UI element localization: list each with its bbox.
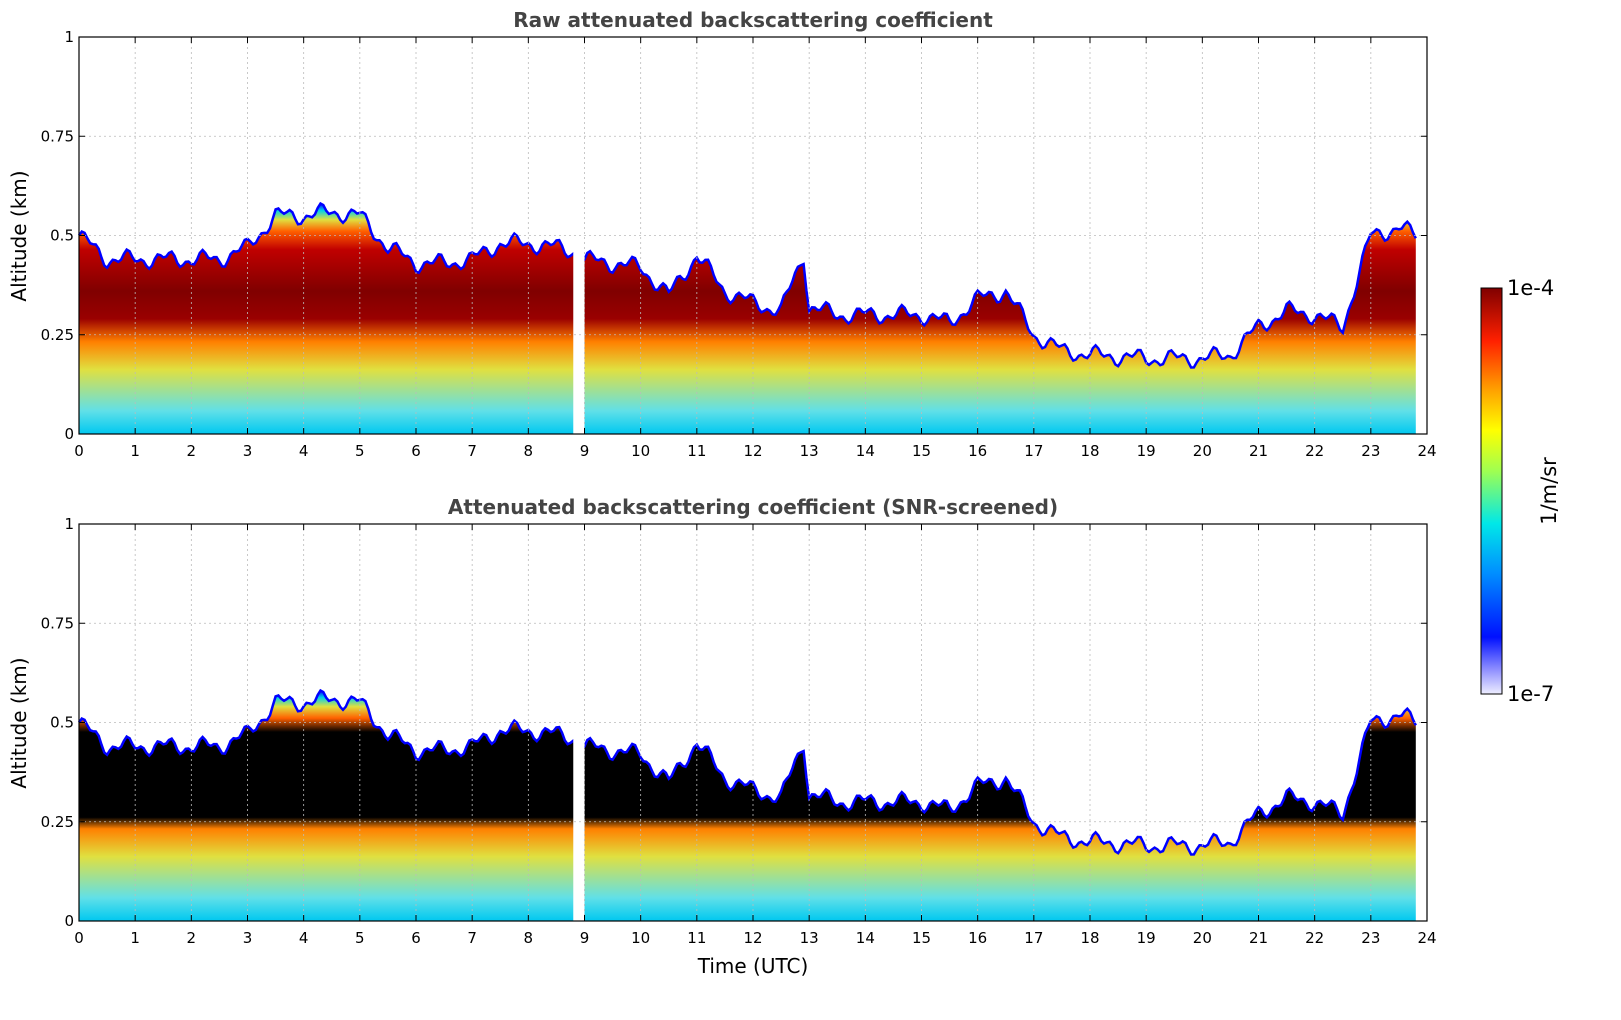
y-tick-label: 0.5	[50, 714, 74, 732]
x-tick-label: 15	[912, 442, 931, 460]
x-tick-label: 8	[524, 442, 534, 460]
y-tick-label: 1	[64, 515, 74, 533]
y-tick-label: 0	[64, 912, 74, 930]
x-tick-label: 20	[1193, 929, 1212, 947]
y-tick-label: 0	[64, 425, 74, 443]
x-tick-label: 3	[243, 929, 253, 947]
screened-heatmap	[77, 524, 1417, 921]
x-tick-label: 10	[631, 929, 650, 947]
x-axis-label: Time (UTC)	[697, 954, 809, 978]
screened-y-ticks: 0 0.25 0.5 0.75 1	[41, 515, 1427, 930]
raw-backscatter-panel: Raw attenuated backscattering coefficien…	[7, 8, 1437, 460]
colorbar-min-label: 1e-7	[1507, 682, 1554, 706]
layer-top-edge	[77, 201, 1417, 369]
layer-top-edge	[77, 688, 1417, 856]
x-tick-label: 16	[968, 929, 987, 947]
y-tick-label: 0.75	[41, 127, 74, 145]
x-tick-label: 2	[187, 442, 197, 460]
backscatter-layer	[79, 203, 1416, 434]
x-tick-label: 18	[1080, 929, 1099, 947]
x-tick-label: 0	[74, 929, 84, 947]
backscatter-layer	[79, 690, 1416, 921]
x-tick-label: 15	[912, 929, 931, 947]
data-gap	[573, 37, 585, 434]
x-tick-label: 11	[687, 929, 706, 947]
x-tick-label: 5	[355, 442, 365, 460]
x-tick-label: 19	[1137, 442, 1156, 460]
x-tick-label: 11	[687, 442, 706, 460]
x-tick-label: 24	[1417, 929, 1436, 947]
screened-backscatter-panel: Attenuated backscattering coefficient (S…	[7, 495, 1437, 978]
y-tick-label: 0.5	[50, 227, 74, 245]
x-tick-label: 9	[580, 929, 590, 947]
colorbar-gradient	[1480, 287, 1503, 695]
raw-grid	[79, 37, 1427, 434]
y-tick-label: 1	[64, 28, 74, 46]
x-tick-label: 1	[130, 929, 140, 947]
screened-x-ticks: 0 1 2 3 4 5 6 7 8 9 10 11 12 13 14 15 16 17 18 19 20 21 22 23 24	[74, 524, 1437, 947]
raw-y-axis-label: Altitude (km)	[7, 170, 31, 301]
x-tick-label: 1	[130, 442, 140, 460]
x-tick-label: 3	[243, 442, 253, 460]
x-tick-label: 12	[743, 929, 762, 947]
x-tick-label: 0	[74, 442, 84, 460]
screened-grid	[79, 524, 1427, 921]
x-tick-label: 17	[1024, 929, 1043, 947]
x-tick-label: 12	[743, 442, 762, 460]
x-tick-label: 20	[1193, 442, 1212, 460]
x-tick-label: 4	[299, 929, 309, 947]
x-tick-label: 22	[1305, 442, 1324, 460]
x-tick-label: 7	[467, 442, 477, 460]
x-tick-label: 21	[1249, 442, 1268, 460]
x-tick-label: 5	[355, 929, 365, 947]
colorbar-unit-label: 1/m/sr	[1537, 457, 1561, 525]
x-tick-label: 14	[856, 442, 875, 460]
x-tick-label: 13	[800, 929, 819, 947]
panel-title-screened: Attenuated backscattering coefficient (S…	[448, 495, 1058, 519]
x-tick-label: 18	[1080, 442, 1099, 460]
x-tick-label: 7	[467, 929, 477, 947]
y-tick-label: 0.25	[41, 813, 74, 831]
x-tick-label: 24	[1417, 442, 1436, 460]
x-tick-label: 13	[800, 442, 819, 460]
x-tick-label: 10	[631, 442, 650, 460]
raw-y-ticks: 0 0.25 0.5 0.75 1	[41, 28, 1427, 443]
x-tick-label: 16	[968, 442, 987, 460]
raw-x-ticks: 0 1 2 3 4 5 6 7 8 9 10 11 12 13 14 15 16 17 18 19 20 21 22 23 24	[74, 37, 1437, 460]
x-tick-label: 2	[187, 929, 197, 947]
screened-y-axis-label: Altitude (km)	[7, 657, 31, 788]
x-tick-label: 23	[1361, 442, 1380, 460]
y-tick-label: 0.25	[41, 326, 74, 344]
x-tick-label: 19	[1137, 929, 1156, 947]
y-tick-label: 0.75	[41, 614, 74, 632]
x-tick-label: 22	[1305, 929, 1324, 947]
raw-heatmap	[77, 37, 1417, 434]
x-tick-label: 6	[411, 442, 421, 460]
x-tick-label: 6	[411, 929, 421, 947]
x-tick-label: 21	[1249, 929, 1268, 947]
x-tick-label: 17	[1024, 442, 1043, 460]
data-gap	[573, 524, 585, 921]
x-tick-label: 4	[299, 442, 309, 460]
colorbar: 1e-4 1e-7 1/m/sr	[1480, 276, 1561, 706]
x-tick-label: 9	[580, 442, 590, 460]
colorbar-max-label: 1e-4	[1507, 276, 1554, 300]
panel-title-raw: Raw attenuated backscattering coefficien…	[513, 8, 993, 32]
x-tick-label: 8	[524, 929, 534, 947]
x-tick-label: 14	[856, 929, 875, 947]
x-tick-label: 23	[1361, 929, 1380, 947]
